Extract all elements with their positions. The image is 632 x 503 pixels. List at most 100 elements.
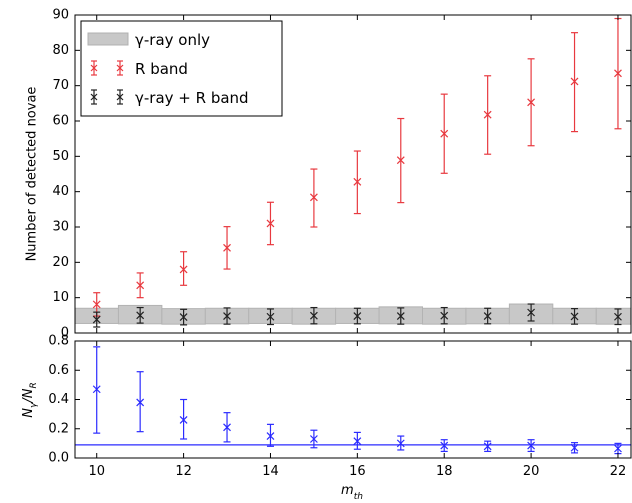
bottom-x-axis-label: mth [341,483,363,502]
gamma-ray-plus-r-band-marker [396,312,405,320]
bottom-xtick-label: 22 [610,464,627,479]
ratio-point [309,429,318,449]
r-band-point [570,32,579,133]
r-band-marker [92,300,101,309]
r-band-marker [309,193,318,202]
r-band-point [266,201,275,246]
r-band-marker [223,243,231,252]
r-band-point [440,93,449,174]
ratio-marker [614,444,622,453]
legend-marker-r-band [90,60,124,76]
top-ytick-label: 20 [52,255,69,270]
gamma-ray-plus-r-band-point [614,308,622,326]
top-ytick-label: 50 [52,149,69,164]
bottom-plot-frame [74,340,632,459]
gamma-ray-plus-r-band-marker [92,315,101,324]
ratio-point [396,435,405,451]
ratio-marker [483,442,492,451]
top-ytick-label: 0 [61,326,69,341]
legend-swatch-gamma-ray-only [87,32,129,46]
r-band-point [614,17,622,130]
top-ytick-label: 90 [52,8,69,23]
ratio-point [136,371,145,433]
r-band-marker [527,98,536,107]
top-y-axis-label: Number of detected novae [25,87,40,262]
ratio-marker [92,385,101,394]
gamma-ray-plus-r-band-marker [266,312,275,321]
gamma-ray-plus-r-band-point [266,308,275,326]
gamma-ray-plus-r-band-point [179,308,188,326]
ratio-point [527,439,536,453]
top-axis-ticks: 0 10 20 30 40 50 60 70 80 90 [52,8,631,341]
top-ytick-label: 10 [52,290,69,305]
r-band-point [223,226,231,270]
top-plot-frame [74,14,632,334]
bottom-xtick-label: 18 [436,464,453,479]
gamma-ray-plus-r-band-marker [223,312,231,320]
top-ytick-label: 30 [52,220,69,235]
r-band-marker [483,110,492,119]
ratio-point [570,442,579,454]
legend-label-r-band: R band [135,60,188,78]
ratio-marker [396,439,405,448]
bottom-ytick-label: 0.0 [48,451,69,466]
r-band-point [396,117,405,204]
top-ytick-label: 70 [52,78,69,93]
bottom-ytick-label: 0.8 [48,334,69,349]
ratio-point [353,431,362,450]
gamma-ray-plus-r-band-marker [179,313,188,322]
gamma-ray-plus-r-band-point [570,308,579,325]
ratio-point [483,440,492,453]
gamma-ray-plus-r-band-point [396,307,405,325]
ratio-point [266,423,275,447]
r-band-marker [353,177,362,186]
bottom-xtick-label: 10 [88,464,105,479]
ratio-marker [179,416,188,424]
top-panel: 0 10 20 30 40 50 60 70 80 90 Number of detected n… [25,8,632,341]
ratio-point [223,412,231,443]
r-band-marker [440,129,449,138]
bottom-xtick-label: 12 [175,464,192,479]
r-band-marker [136,281,145,290]
bottom-panel: 0.0 0.2 0.4 0.6 0.8 10 12 14 16 18 20 22 Nγ/NR mth [21,334,632,502]
bottom-ytick-label: 0.6 [48,363,69,378]
r-band-marker [396,156,405,165]
legend-label-gamma-ray-plus-r-band: γ-ray + R band [135,89,249,107]
r-band-point [527,58,536,147]
gamma-ray-plus-r-band-marker [440,311,449,320]
gamma-ray-plus-r-band-point [353,307,362,325]
top-ytick-label: 80 [52,43,69,58]
legend-marker-gamma-ray-plus-r-band [90,89,124,105]
gamma-ray-plus-r-band-marker [483,312,492,320]
r-band-point [179,251,188,286]
gamma-ray-plus-r-band-marker [614,312,622,321]
r-band-marker [266,219,275,228]
ratio-marker [309,435,318,443]
ratio-marker [266,432,275,440]
gamma-ray-plus-r-band-point [527,303,536,322]
gamma-ray-plus-r-band-point [309,306,318,325]
top-ytick-label: 60 [52,114,69,129]
top-series-layer [92,17,622,328]
gamma-ray-only-band [74,303,632,325]
bottom-xtick-label: 20 [523,464,540,479]
ratio-marker [136,398,145,407]
bottom-y-axis-label: Nγ/NR [21,382,39,417]
r-band-point [483,75,492,155]
gamma-ray-plus-r-band-point [440,306,449,325]
bottom-xtick-label: 16 [349,464,366,479]
bottom-ytick-label: 0.4 [48,392,69,407]
bottom-series-layer [92,346,622,455]
gamma-ray-plus-r-band-marker [527,308,536,317]
gamma-ray-plus-r-band-marker [136,311,145,320]
ratio-marker [527,441,536,450]
ratio-point [179,398,188,440]
top-ytick-label: 40 [52,184,69,199]
gamma-ray-plus-r-band-point [483,307,492,325]
gamma-ray-plus-r-band-point [223,307,231,325]
legend-label-gamma-ray-only: γ-ray only [135,31,210,49]
r-band-point [353,150,362,215]
gamma-ray-plus-r-band-marker [353,312,362,320]
ratio-marker [570,443,579,452]
